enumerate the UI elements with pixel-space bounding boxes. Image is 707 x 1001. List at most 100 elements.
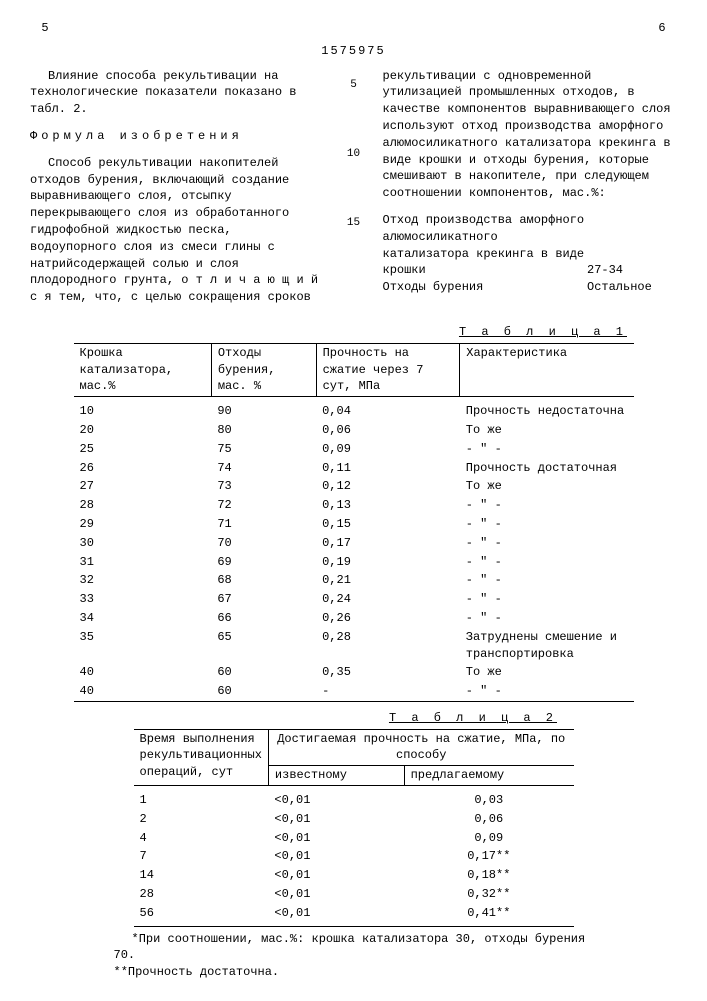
footnote-1: *При соотношении, мас.%: крошка катализа…: [114, 931, 594, 965]
table-cell: 0,18**: [404, 866, 573, 885]
table-cell: - " -: [460, 515, 634, 534]
table-row: 26740,11Прочность достаточная: [74, 459, 634, 478]
table-cell: 0,28: [316, 628, 460, 664]
table-cell: 34: [74, 609, 212, 628]
table-cell: 66: [211, 609, 316, 628]
ln-10: 10: [347, 147, 360, 162]
table-row: 35650,28Затруднены смешение и транспорти…: [74, 628, 634, 664]
table-cell: 28: [74, 496, 212, 515]
table-cell: - " -: [460, 590, 634, 609]
footnotes: *При соотношении, мас.%: крошка катализа…: [114, 931, 594, 981]
table-cell: - " -: [460, 571, 634, 590]
comp2-label: Отходы бурения: [383, 279, 588, 296]
table-cell: 0,04: [316, 397, 460, 421]
table-2: Время выполнения рекультивационных опера…: [134, 729, 574, 927]
table-cell: 0,11: [316, 459, 460, 478]
table-cell: 69: [211, 553, 316, 572]
table-cell: 80: [211, 421, 316, 440]
table-cell: 32: [74, 571, 212, 590]
table-cell: 40: [74, 682, 212, 701]
table-row: 25750,09- " -: [74, 440, 634, 459]
table-cell: <0,01: [268, 866, 404, 885]
table-row: 10900,04Прочность недостаточна: [74, 397, 634, 421]
table-cell: 75: [211, 440, 316, 459]
table-cell: 1: [134, 786, 269, 810]
t1-h3: Прочность на сжатие через 7 сут, МПа: [316, 343, 460, 396]
t1-h2: Отходы бурения, мас. %: [211, 343, 316, 396]
table-row: 4060-- " -: [74, 682, 634, 701]
table-row: 28720,13- " -: [74, 496, 634, 515]
table-cell: 0,06: [404, 810, 573, 829]
table-cell: Прочность достаточная: [460, 459, 634, 478]
page-header: 5 6: [30, 20, 677, 37]
table-row: 29710,15- " -: [74, 515, 634, 534]
table-row: 40600,35То же: [74, 663, 634, 682]
table-1: Крошка катализатора, мас.% Отходы бурени…: [74, 343, 634, 702]
two-column-body: Влияние способа рекультивации на техноло…: [30, 68, 677, 316]
line-numbers: 5 10 15: [345, 68, 363, 316]
left-para-2: Способ рекультивации накопителей отходов…: [30, 155, 325, 306]
table-cell: 28: [134, 885, 269, 904]
table-cell: 30: [74, 534, 212, 553]
table-cell: 0,26: [316, 609, 460, 628]
table-row: 31690,19- " -: [74, 553, 634, 572]
table-cell: 0,09: [404, 829, 573, 848]
table-cell: То же: [460, 477, 634, 496]
table-cell: - " -: [460, 440, 634, 459]
table-row: 2<0,010,06: [134, 810, 574, 829]
t2-h2: Достигаемая прочность на сжатие, МПа, по…: [268, 729, 573, 766]
table1-title: Т а б л и ц а 1: [30, 324, 627, 341]
table-row: 14<0,010,18**: [134, 866, 574, 885]
table-row: 7<0,010,17**: [134, 847, 574, 866]
table-row: 28<0,010,32**: [134, 885, 574, 904]
t2-h1: Время выполнения рекультивационных опера…: [134, 729, 269, 785]
table-cell: 20: [74, 421, 212, 440]
comp2-value: Остальное: [587, 279, 677, 296]
table-cell: 0,19: [316, 553, 460, 572]
table-row: 34660,26- " -: [74, 609, 634, 628]
table-cell: 31: [74, 553, 212, 572]
table-cell: - " -: [460, 609, 634, 628]
table-cell: 29: [74, 515, 212, 534]
table-cell: 56: [134, 904, 269, 926]
page-num-right: 6: [647, 20, 677, 37]
table-row: 4<0,010,09: [134, 829, 574, 848]
table-cell: 26: [74, 459, 212, 478]
table-cell: 60: [211, 682, 316, 701]
table-cell: 33: [74, 590, 212, 609]
component-list: Отход производства аморфного алюмосилика…: [383, 212, 678, 296]
t1-h4: Характеристика: [460, 343, 634, 396]
table-cell: - " -: [460, 496, 634, 515]
table-cell: 0,21: [316, 571, 460, 590]
table-row: 56<0,010,41**: [134, 904, 574, 926]
table-cell: 35: [74, 628, 212, 664]
t1-h1: Крошка катализатора, мас.%: [74, 343, 212, 396]
right-para-1: рекультивации с одновременной утилизацие…: [383, 68, 678, 202]
table-cell: 0,12: [316, 477, 460, 496]
table-cell: 0,06: [316, 421, 460, 440]
table-cell: То же: [460, 421, 634, 440]
t2-h2b: предлагаемому: [404, 766, 573, 786]
table-cell: 65: [211, 628, 316, 664]
table-cell: 0,03: [404, 786, 573, 810]
t2-h2a: известному: [268, 766, 404, 786]
table-cell: 14: [134, 866, 269, 885]
formula-title: Формула изобретения: [30, 128, 325, 145]
comp1-label: Отход производства аморфного алюмосилика…: [383, 212, 588, 279]
table-row: 1<0,010,03: [134, 786, 574, 810]
table-cell: Затруднены смешение и транспортировка: [460, 628, 634, 664]
table-cell: - " -: [460, 534, 634, 553]
table-cell: - " -: [460, 682, 634, 701]
table-row: 30700,17- " -: [74, 534, 634, 553]
table-cell: 70: [211, 534, 316, 553]
doc-number: 1575975: [30, 43, 677, 60]
table-cell: 71: [211, 515, 316, 534]
table2-title: Т а б л и ц а 2: [30, 710, 557, 727]
table-row: 20800,06То же: [74, 421, 634, 440]
table-cell: 0,35: [316, 663, 460, 682]
table-cell: 0,15: [316, 515, 460, 534]
table-cell: 7: [134, 847, 269, 866]
table-cell: 40: [74, 663, 212, 682]
table-cell: 0,09: [316, 440, 460, 459]
left-column: Влияние способа рекультивации на техноло…: [30, 68, 325, 316]
